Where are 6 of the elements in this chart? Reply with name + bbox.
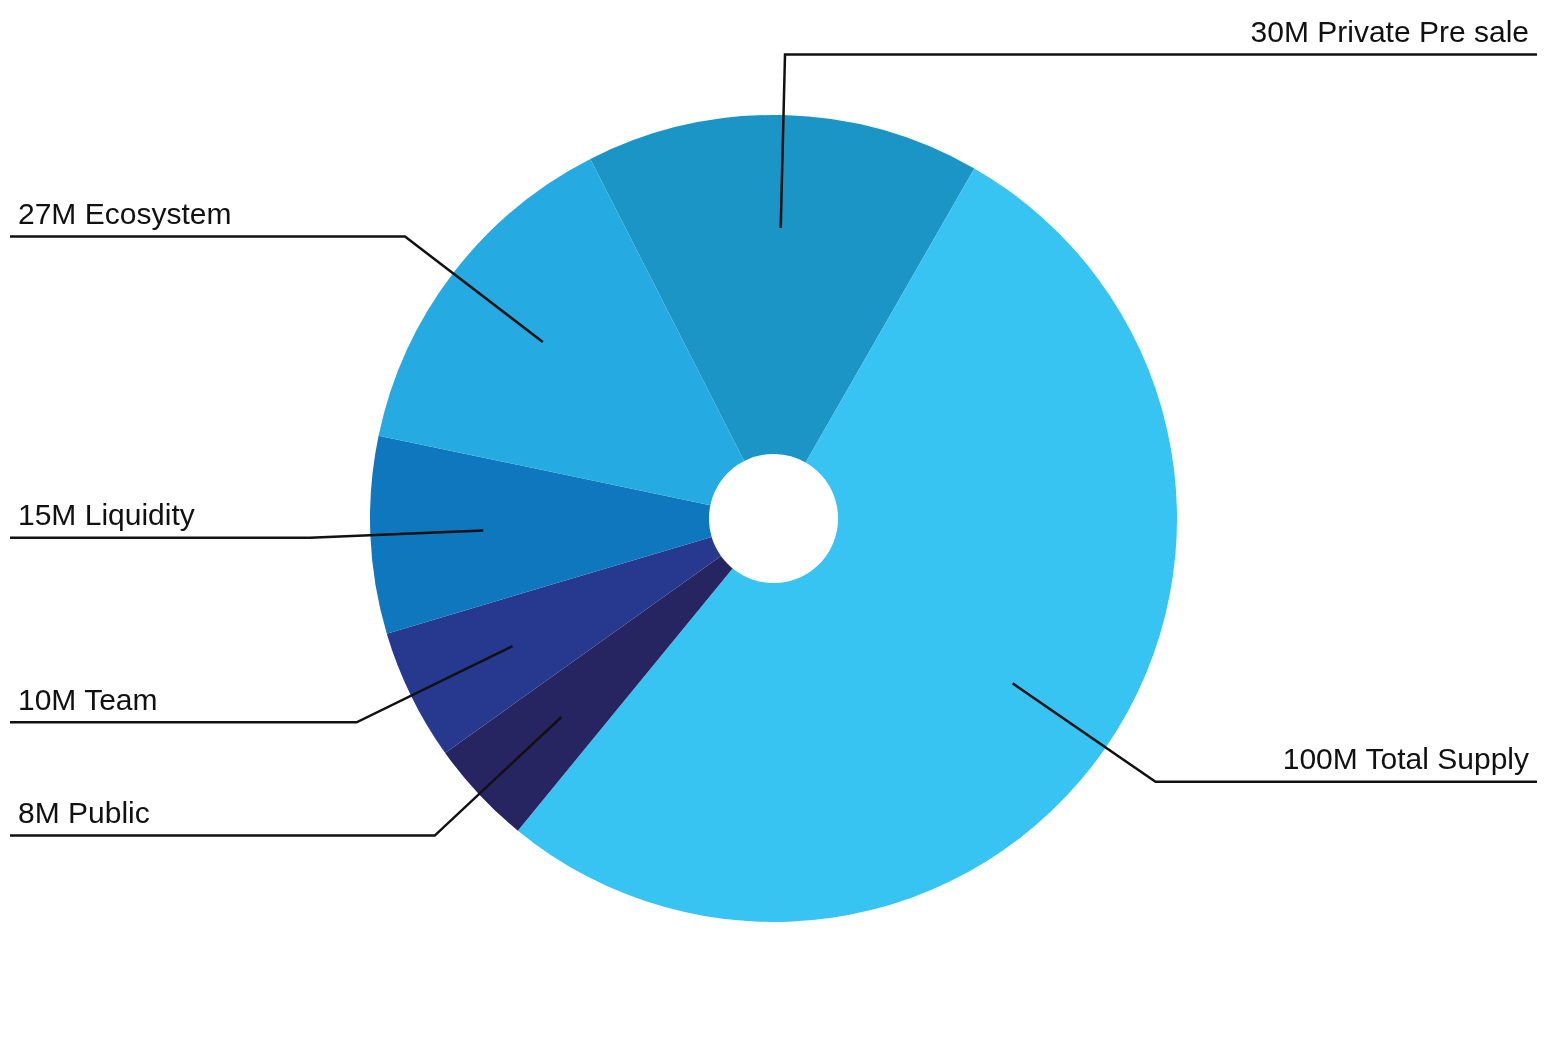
slice-label: 100M Total Supply [1282, 742, 1529, 776]
slice-label: 27M Ecosystem [18, 196, 232, 230]
slice-label: 10M Team [18, 682, 158, 716]
slice-label: 30M Private Pre sale [1250, 14, 1529, 48]
slice-label: 8M Public [18, 795, 150, 829]
slice-label: 15M Liquidity [18, 497, 195, 531]
